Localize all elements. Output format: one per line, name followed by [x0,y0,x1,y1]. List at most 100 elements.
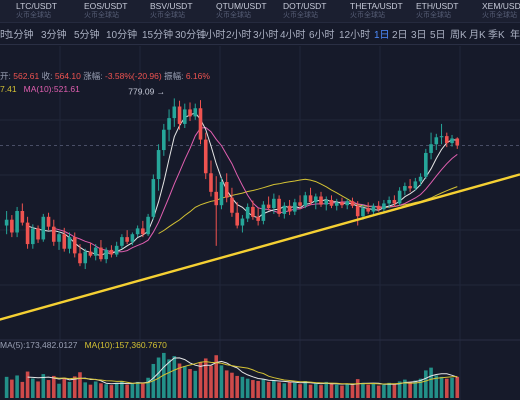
candle-body [251,206,255,217]
interval-16[interactable]: 5日 [430,30,446,41]
volume-bar [334,384,339,398]
interval-12[interactable]: 12小时 [339,30,371,41]
ticker-2[interactable]: BSV/USDT 火币全球站 [150,2,193,20]
candle-body [151,179,156,217]
interval-20[interactable]: 年 [510,30,520,41]
max-price-label: 779.09 → [128,86,165,96]
volume-bar [135,381,140,398]
vol-ma5-label: MA(5): [0,340,26,350]
candle-body [376,205,381,210]
candle-body [230,197,234,213]
candle-body [104,249,108,260]
volume-bar [382,384,386,398]
candle-body [371,205,376,212]
ticker-6[interactable]: ETH/USDT 火币全球站 [416,2,459,20]
interval-3[interactable]: 5分钟 [74,30,100,41]
interval-6[interactable]: 30分钟 [175,30,207,41]
interval-18[interactable]: 月K [469,30,486,41]
candle-body [209,173,213,192]
volume-legend: MA(5):173,482.0127 MA(10):157,360.7670 [0,340,167,350]
volume-bar [303,380,308,398]
interval-9[interactable]: 3小时 [253,30,279,41]
volume-bar [141,383,145,398]
candle-body [46,216,51,227]
candle-body [99,247,103,260]
volume-bar [455,376,460,398]
interval-1[interactable]: 1分钟 [8,30,34,41]
candle-body [324,199,329,205]
candle-body [120,237,124,246]
ticker-3[interactable]: QTUM/USDT 火币全球站 [216,2,267,20]
volume-bar [230,372,234,398]
vol-ma5-value: 173,482.0127 [25,340,78,350]
candle-body [361,208,365,217]
volume-bar [198,362,203,398]
volume-bar [319,385,323,398]
interval-0[interactable]: 时 [0,30,10,41]
interval-8[interactable]: 2小时 [226,30,252,41]
interval-7[interactable]: 1小时 [200,30,226,41]
candle-body [345,201,350,206]
volume-bar [62,377,67,398]
candle-body [141,228,145,235]
ticker-symbol: BSV/USDT [150,1,193,11]
volume-bar [266,381,271,398]
candle-body [308,195,313,203]
candle-body [193,108,198,117]
volume-bar [413,380,418,398]
volume-bar [245,378,250,398]
legend-prefix: 开: [0,71,11,81]
interval-14[interactable]: 2日 [392,30,408,41]
candle-body [36,228,40,240]
ticker-5[interactable]: THETA/USDT 火币全球站 [350,2,403,20]
ticker-1[interactable]: EOS/USDT 火币全球站 [84,2,127,20]
legend-ma-fragment: 7.41 [0,84,17,94]
ticker-symbol: THETA/USDT [350,1,403,11]
candle-body [256,216,260,221]
interval-19[interactable]: 季K [488,30,505,41]
interval-10[interactable]: 4小时 [280,30,306,41]
interval-2[interactable]: 3分钟 [41,30,67,41]
legend-change-label: 涨幅: [83,71,103,81]
volume-bar [25,371,30,398]
candle-body [114,245,119,255]
legend-amplitude-value: 6.16% [185,71,210,81]
volume-bar [20,381,25,398]
candle-body [366,208,370,212]
volume-bar [282,383,287,398]
candle-body [397,190,402,204]
ticker-symbol: LTC/USDT [16,1,57,11]
interval-5[interactable]: 15分钟 [142,30,174,41]
volume-bar [345,384,350,398]
volume-bar [434,375,439,398]
candle-body [329,199,334,206]
volume-bar [240,376,245,398]
ticker-0[interactable]: LTC/USDT 火币全球站 [16,2,57,20]
volume-bar [224,370,229,398]
ticker-4[interactable]: DOT/USDT 火币全球站 [283,2,326,20]
candle-body [392,199,397,204]
volume-bar [219,365,224,398]
volume-bar [403,379,407,398]
candle-body [31,228,35,245]
volume-bar [277,382,281,398]
interval-11[interactable]: 6小时 [309,30,335,41]
legend-ma10-value: 521.61 [53,84,80,94]
toolbar-divider [0,44,520,45]
volume-bar [46,380,51,398]
candle-body [15,211,19,233]
volume-bar [235,375,239,398]
volume-bar [308,384,313,398]
interval-15[interactable]: 3日 [411,30,427,41]
volume-bar [324,381,329,398]
interval-4[interactable]: 10分钟 [106,30,138,41]
volume-bar [193,370,198,398]
price-legend: 开: 562.61 收: 564.10 涨幅: -3.58%(-20.96) 振… [0,70,210,82]
interval-17[interactable]: 周K [450,30,467,41]
candle-body [78,253,82,264]
volume-bar [88,384,93,398]
ticker-exchange: 火币全球站 [16,12,51,19]
interval-13[interactable]: 1日 [374,30,390,41]
volume-bar [418,378,423,398]
